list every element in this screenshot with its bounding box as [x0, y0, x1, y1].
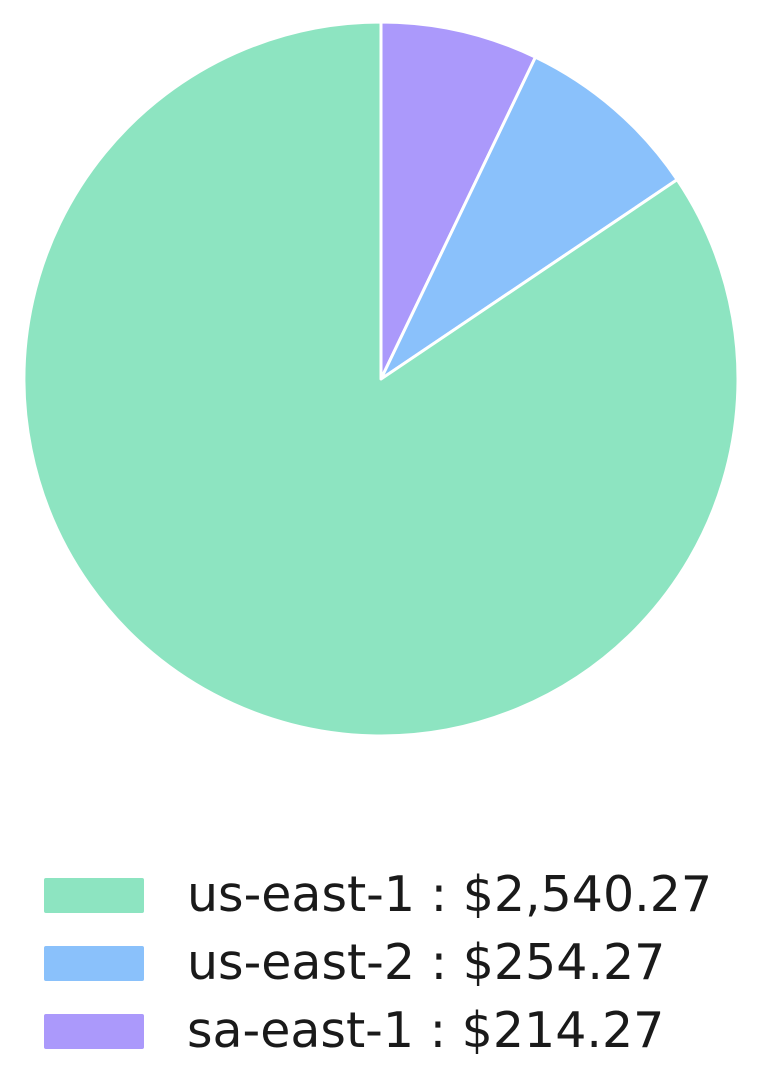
legend-swatch-us-east-2: [44, 945, 144, 981]
legend-swatch-us-east-1: [44, 877, 144, 913]
pie-chart-area: [22, 20, 740, 738]
legend-item-sa-east-1: sa-east-1 : $214.27: [44, 1003, 712, 1059]
pie-slice-sa-east-1: [379, 20, 537, 381]
legend: us-east-1 : $2,540.27 us-east-2 : $254.2…: [44, 867, 712, 1059]
legend-swatch-sa-east-1: [44, 1013, 144, 1049]
legend-item-us-east-2: us-east-2 : $254.27: [44, 935, 712, 991]
legend-label-us-east-2: us-east-2 : $254.27: [187, 934, 666, 991]
legend-label-us-east-1: us-east-1 : $2,540.27: [187, 866, 713, 923]
pie-chart: [22, 20, 740, 738]
pie-slice-us-east-1: [22, 20, 740, 738]
legend-item-us-east-1: us-east-1 : $2,540.27: [44, 867, 712, 923]
pie-slice-us-east-2: [379, 55, 679, 381]
legend-label-sa-east-1: sa-east-1 : $214.27: [187, 1002, 665, 1059]
